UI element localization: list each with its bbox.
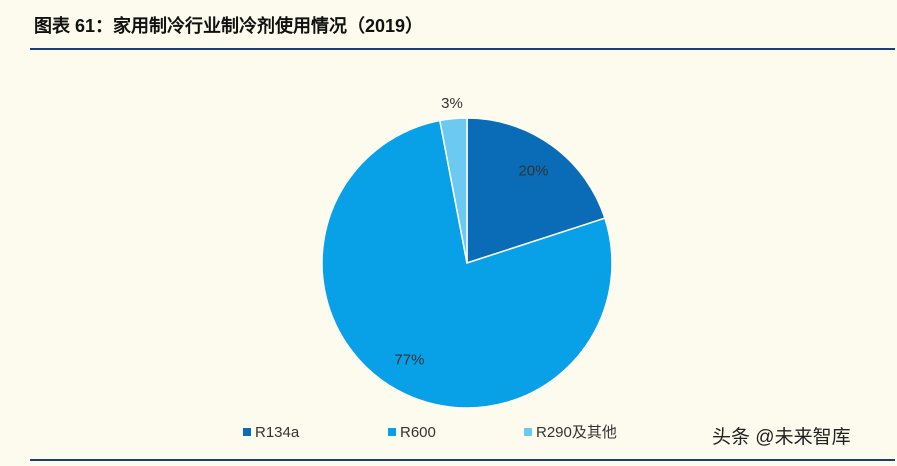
legend-swatch (524, 428, 532, 436)
legend-label: R600 (400, 424, 436, 441)
legend-label: R134a (255, 424, 300, 441)
pie-slice (321, 119, 613, 409)
legend-swatch (243, 428, 251, 436)
legend-swatch (388, 428, 396, 436)
data-label: 77% (394, 351, 424, 368)
pie-slice (438, 117, 468, 264)
data-label: 20% (518, 162, 548, 179)
legend-label: R290及其他 (536, 424, 617, 441)
pie-slice (466, 117, 606, 265)
watermark: 头条 @未来智库 (712, 426, 851, 448)
chart-title: 图表 61：家用制冷行业制冷剂使用情况（2019） (34, 15, 423, 36)
data-label: 3% (441, 95, 463, 112)
